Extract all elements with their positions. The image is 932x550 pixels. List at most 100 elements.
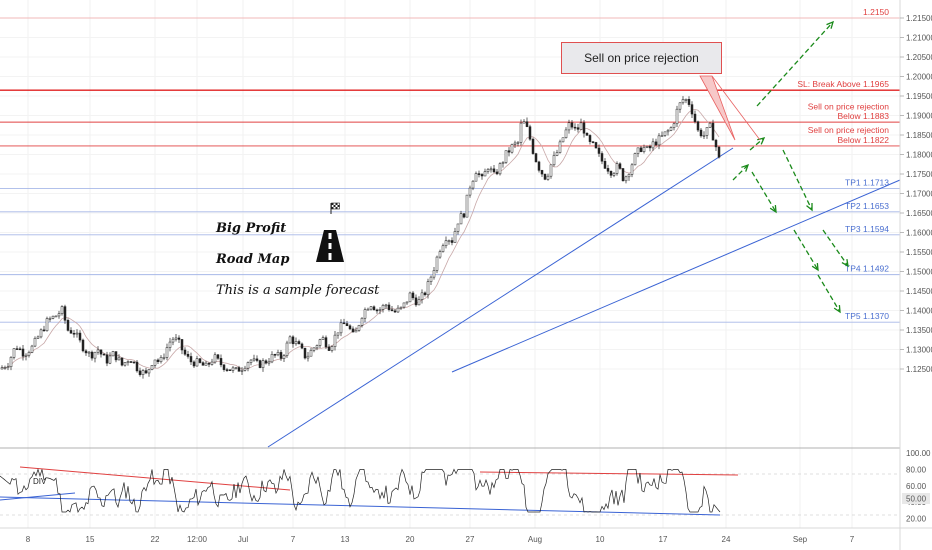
candle-body: [507, 150, 511, 153]
candle-body: [609, 171, 613, 176]
candle-body: [624, 176, 628, 182]
candle-body: [357, 325, 361, 331]
candle-body: [657, 135, 661, 146]
candle-body: [633, 153, 637, 166]
candle-body: [207, 362, 211, 365]
candle-body: [468, 187, 472, 196]
rsi-left-trendline: [19, 466, 291, 491]
candle-body: [360, 317, 364, 326]
candle-body: [24, 354, 28, 357]
candle-body: [636, 147, 640, 154]
candle-body: [57, 313, 61, 317]
candle-body: [528, 126, 532, 140]
candle-body: [144, 370, 148, 374]
candle-body: [330, 346, 334, 351]
candle-body: [582, 122, 586, 134]
forecast-arrow: [749, 137, 765, 151]
candle-body: [627, 174, 631, 178]
rsi-lower-trendline: [0, 496, 721, 516]
candle-body: [378, 309, 382, 311]
candle-body: [300, 343, 304, 349]
candle-body: [231, 367, 235, 371]
candle-body: [405, 301, 409, 304]
time-tick-label: 7: [291, 535, 296, 544]
price-tick-label: 1.16500: [906, 209, 932, 218]
candle-body: [30, 345, 34, 353]
level-label-tp5: TP5 1.1370: [845, 311, 889, 321]
candle-body: [687, 99, 691, 105]
candle-body: [666, 130, 670, 133]
candle-body: [603, 160, 607, 169]
time-tick-label: Jul: [238, 535, 248, 544]
candle-body: [198, 358, 202, 363]
candle-body: [288, 336, 292, 344]
time-tick-label: 8: [26, 535, 31, 544]
candle-body: [117, 357, 121, 361]
forecast-arrows: [732, 20, 849, 314]
candle-body: [486, 169, 490, 172]
grid: [0, 0, 900, 528]
level-label-sell_zone_1: Sell on price rejection: [808, 101, 890, 111]
candle-body: [204, 362, 208, 366]
candle-body: [60, 306, 64, 315]
candle-body: [375, 309, 379, 312]
candle-body: [63, 306, 67, 321]
candle-body: [21, 348, 25, 357]
candle-body: [504, 150, 508, 163]
candle-body: [660, 135, 664, 137]
candle-body: [558, 141, 562, 153]
candle-body: [606, 168, 610, 172]
price-tick-label: 1.18000: [906, 151, 932, 160]
subtitle-sample-forecast: This is a sample forecast: [216, 283, 380, 298]
candle-body: [285, 342, 289, 356]
candle-body: [393, 310, 397, 313]
candle-body: [6, 366, 10, 369]
candle-body: [420, 292, 424, 300]
candle-body: [108, 355, 112, 364]
rsi-tick-label: 80.00: [906, 465, 927, 474]
candle-body: [3, 367, 7, 369]
candle-body: [0, 367, 4, 370]
candle-body: [465, 194, 469, 218]
candle-body: [513, 142, 517, 145]
candle-body: [630, 164, 634, 175]
candle-body: [261, 360, 265, 368]
candle-body: [126, 361, 130, 363]
time-tick-label: 7: [850, 535, 855, 544]
candle-body: [480, 174, 484, 177]
candle-body: [168, 341, 172, 348]
candle-body: [294, 341, 298, 345]
time-tick-label: Sep: [793, 535, 808, 544]
candle-body: [252, 358, 256, 361]
forecast-arrowhead: [811, 262, 819, 272]
candle-body: [579, 122, 583, 130]
candle-body: [459, 213, 463, 225]
candle-body: [591, 141, 595, 143]
flag-icon: [330, 202, 340, 214]
candle-body: [681, 99, 685, 104]
candle-body: [645, 146, 649, 148]
candle-body: [99, 349, 103, 355]
candle-body: [585, 133, 589, 136]
candle-body: [51, 315, 55, 319]
candle-body: [345, 323, 349, 327]
candle-body: [255, 358, 259, 361]
candle-body: [201, 362, 205, 366]
forecast-arrow: [782, 149, 813, 211]
candle-body: [105, 354, 109, 364]
candle-body: [555, 152, 559, 156]
price-tick-label: 1.12500: [906, 365, 932, 374]
candle-body: [648, 146, 652, 149]
price-candles: [0, 96, 721, 379]
candle-body: [309, 349, 313, 357]
candle-body: [18, 348, 22, 351]
candle-body: [570, 122, 574, 128]
candle-body: [678, 102, 682, 110]
level-label-below_1: Below 1.1883: [837, 111, 889, 121]
candle-body: [303, 347, 307, 359]
forecast-arrow: [756, 21, 834, 107]
candle-body: [219, 358, 223, 366]
forecast-arrow: [751, 171, 777, 213]
rsi-current-badge: [902, 493, 930, 504]
candle-body: [447, 240, 451, 242]
